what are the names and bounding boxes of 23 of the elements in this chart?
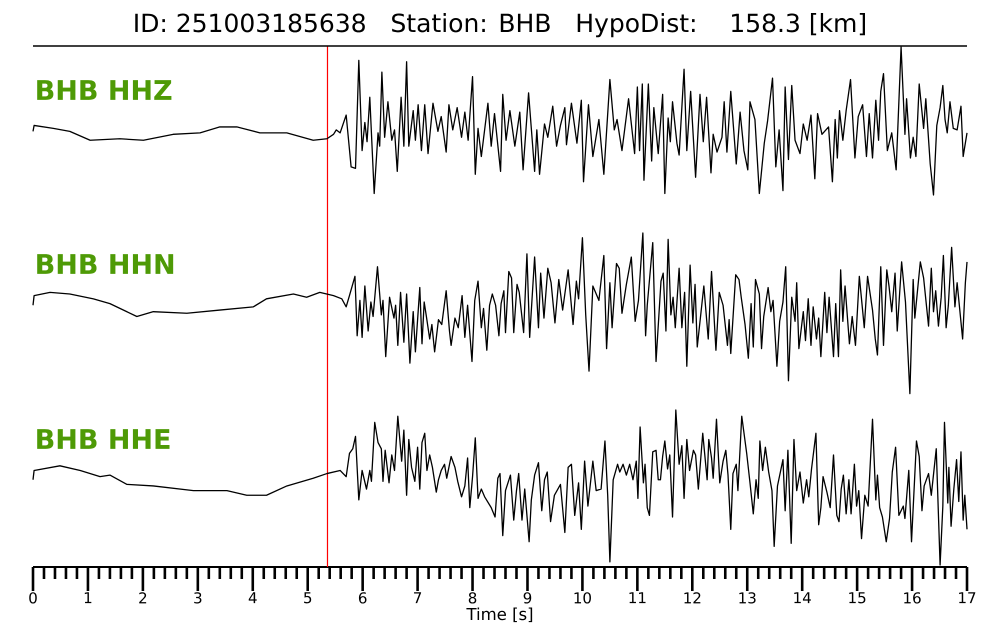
- x-tick-label: 14: [794, 592, 811, 604]
- x-tick-label: 12: [684, 592, 700, 604]
- x-tick-label: 5: [304, 592, 312, 604]
- x-tick-label: 9: [524, 592, 532, 604]
- series-label: BHB HHN: [37, 254, 174, 274]
- x-tick-label: 15: [849, 592, 866, 604]
- x-tick-label: 1: [84, 592, 92, 604]
- x-tick-label: 2: [139, 592, 146, 604]
- x-tick-label: 16: [904, 592, 921, 604]
- x-tick-label: 8: [468, 592, 476, 604]
- x-axis-title: Time [s]: [466, 607, 532, 622]
- x-tick-label: 6: [358, 592, 366, 604]
- x-tick-label: 3: [194, 592, 202, 604]
- x-tick-label: 11: [629, 592, 646, 604]
- series-label: BHB HHE: [37, 429, 170, 449]
- x-tick-label: 17: [959, 592, 976, 604]
- x-tick-label: 4: [248, 592, 257, 604]
- x-tick-label: 7: [414, 592, 422, 604]
- chart-title: ID: 251003185638 Station: BHB HypoDist: 158.3 [km]: [135, 13, 865, 38]
- x-tick-label: 10: [574, 592, 591, 604]
- x-tick-label: 0: [29, 592, 37, 604]
- x-tick-label: 13: [739, 592, 756, 604]
- series-label: BHB HHZ: [37, 80, 172, 100]
